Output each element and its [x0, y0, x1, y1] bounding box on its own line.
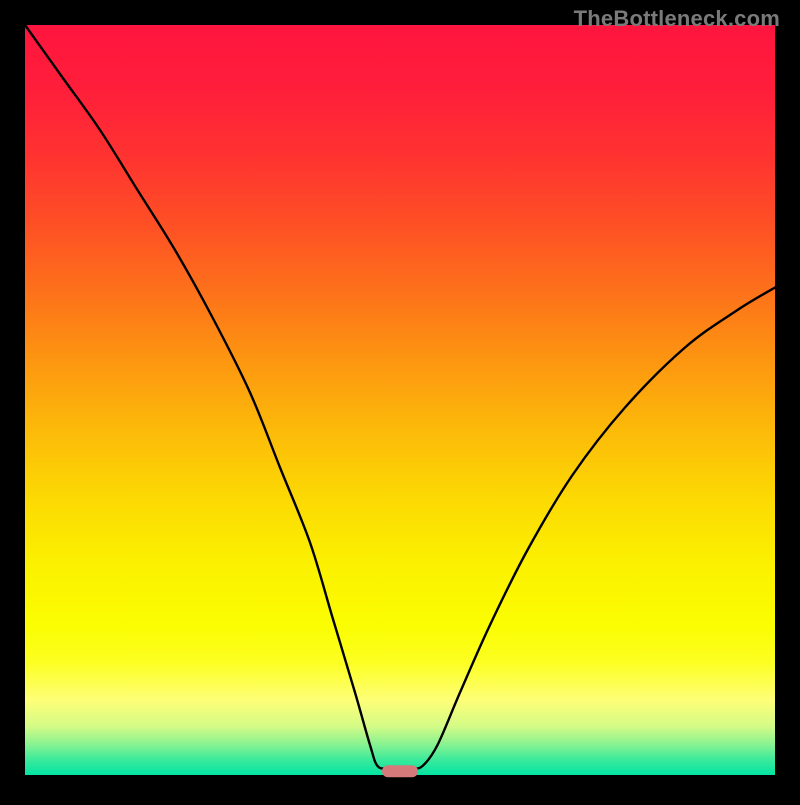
chart-container	[0, 0, 800, 800]
watermark-text: TheBottleneck.com	[574, 6, 780, 32]
bottleneck-chart	[0, 0, 800, 800]
optimal-zone-marker	[382, 765, 418, 777]
gradient-background	[25, 25, 775, 775]
